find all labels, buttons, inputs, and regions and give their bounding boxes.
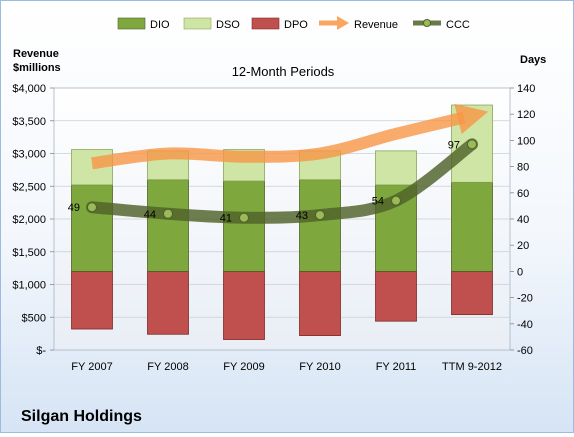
left-tick-label: $500 <box>22 312 46 324</box>
ccc-data-label: 49 <box>68 202 80 214</box>
legend-swatch-dso <box>183 17 212 30</box>
left-axis-label-line2: $millions <box>13 62 61 74</box>
legend-swatch-revenue <box>319 16 349 30</box>
left-tick-label: $4,000 <box>12 83 46 95</box>
bar-dpo <box>223 270 265 340</box>
revenue-line <box>91 103 489 170</box>
right-tick-label: -20 <box>517 293 533 305</box>
ccc-data-label: 41 <box>220 213 232 225</box>
category-label: TTM 9-2012 <box>442 361 502 373</box>
right-tick-label: 40 <box>517 214 529 226</box>
category-label: FY 2007 <box>71 361 112 373</box>
left-tick-label: $2,500 <box>12 181 46 193</box>
revenue-series <box>91 103 489 170</box>
bar-dio <box>451 181 493 272</box>
legend-swatch-dpo <box>251 17 280 30</box>
right-tick-label: -40 <box>517 319 533 331</box>
bar-dio <box>223 180 265 272</box>
bar-dpo <box>71 270 113 330</box>
right-axis-label: Days <box>520 54 546 66</box>
right-tick-label: -60 <box>517 345 533 357</box>
ccc-data-label: 44 <box>144 209 156 221</box>
ccc-line <box>86 138 478 224</box>
bar-dpo <box>147 270 189 335</box>
bar-dpo <box>375 270 417 322</box>
left-tick-label: $3,500 <box>12 116 46 128</box>
category-label: FY 2008 <box>147 361 188 373</box>
ccc-point <box>391 195 401 206</box>
right-tick-label: 120 <box>517 109 535 121</box>
right-tick-label: 80 <box>517 162 529 174</box>
right-tick-label: 0 <box>517 266 523 278</box>
category-label: FY 2011 <box>376 361 417 373</box>
ccc-data-label: 54 <box>372 196 384 208</box>
left-tick-label: $- <box>36 345 46 357</box>
ccc-data-label: 97 <box>448 139 460 151</box>
ccc-series: 49 44 41 43 54 97 <box>68 138 478 225</box>
category-label: FY 2010 <box>299 361 340 373</box>
legend-label-dio: DIO <box>150 19 170 31</box>
right-tick-label: 140 <box>517 83 535 95</box>
left-tick-label: $1,500 <box>12 247 46 259</box>
legend-label-ccc: CCC <box>446 19 470 31</box>
right-tick-label: 100 <box>517 135 535 147</box>
ccc-point <box>315 210 325 221</box>
ccc-point <box>239 212 249 223</box>
bar-dso <box>71 149 113 186</box>
left-tick-label: $1,000 <box>12 280 46 292</box>
ccc-point <box>163 208 173 219</box>
right-tick-label: 20 <box>517 240 529 252</box>
left-axis-ticks: $- $500 $1,000 $1,500 $2,000 $2,500 $3,000 $3,5… <box>12 83 54 357</box>
company-name: Silgan Holdings <box>21 408 142 425</box>
legend-swatch-ccc <box>413 19 441 27</box>
bar-dio <box>71 184 113 272</box>
bar-dpo <box>299 270 341 336</box>
bar-dso <box>375 150 417 186</box>
left-tick-label: $2,000 <box>12 214 46 226</box>
legend-swatch-dio <box>117 17 146 30</box>
ccc-point <box>87 202 97 213</box>
legend: DIO DSO DPO Revenue CCC <box>117 16 470 31</box>
legend-label-dpo: DPO <box>284 19 308 31</box>
left-tick-label: $3,000 <box>12 149 46 161</box>
category-label: FY 2009 <box>223 361 264 373</box>
legend-label-dso: DSO <box>216 19 240 31</box>
bar-dio <box>299 179 341 272</box>
legend-label-revenue: Revenue <box>354 19 398 31</box>
bar-dpo <box>451 270 493 316</box>
category-labels: FY 2007 FY 2008 FY 2009 FY 2010 FY 2011 TTM 9… <box>71 361 502 373</box>
left-axis-label-line1: Revenue <box>13 48 59 60</box>
right-axis-ticks: -60 -40 -20 0 20 40 60 80 100 120 140 <box>510 83 535 357</box>
ccc-data-label: 43 <box>296 210 308 222</box>
ccc-point <box>467 139 477 150</box>
bar-dio <box>147 179 189 272</box>
chart-title: 12-Month Periods <box>232 64 335 79</box>
right-tick-label: 60 <box>517 188 529 200</box>
bars <box>71 104 493 340</box>
